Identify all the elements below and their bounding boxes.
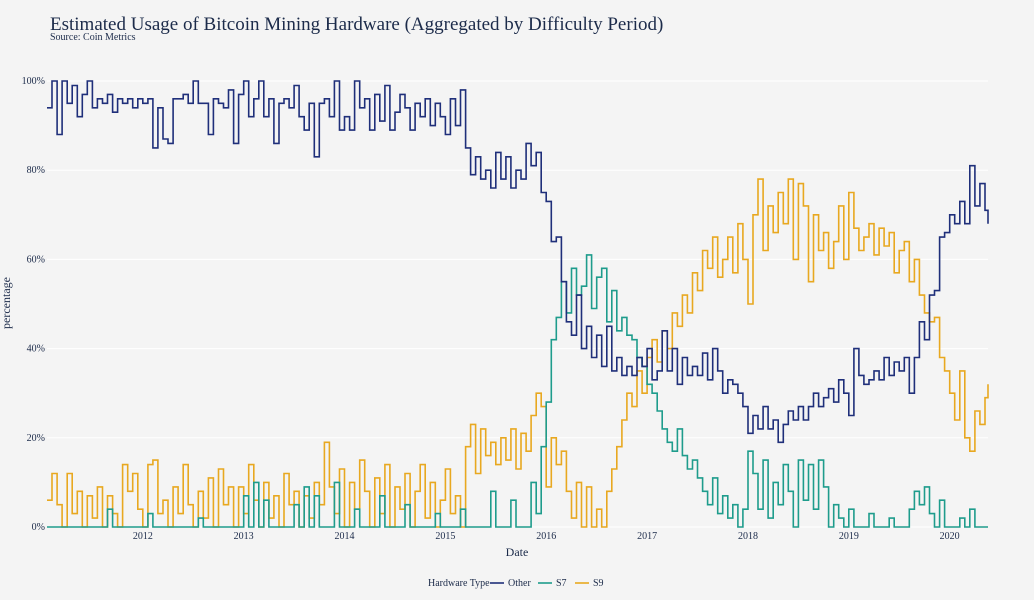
x-tick-label: 2020 (940, 531, 960, 542)
x-tick-label: 2018 (738, 531, 758, 542)
y-tick-label: 60% (27, 254, 45, 265)
x-tick-label: 2016 (536, 531, 556, 542)
series-line-s7 (47, 254, 988, 528)
x-axis-ticks: 2012 2013 2014 2015 2016 2017 2018 2019 2020 (133, 531, 960, 542)
x-tick-label: 2014 (335, 531, 355, 542)
x-axis-title: Date (506, 545, 529, 559)
chart-subtitle: Source: Coin Metrics (50, 32, 136, 43)
y-axis-ticks: 0% 20% 40% 60% 80% 100% (22, 76, 45, 533)
y-tick-label: 40% (27, 344, 45, 355)
y-tick-label: 100% (22, 76, 45, 87)
legend-label-other: Other (508, 578, 531, 589)
legend-label-s7: S7 (556, 578, 567, 589)
y-axis-title: percentage (0, 277, 13, 329)
plot-area (47, 80, 989, 528)
y-tick-label: 80% (27, 165, 45, 176)
legend: Hardware Type Other S7 S9 (428, 578, 604, 589)
series-line-other (47, 80, 989, 444)
x-tick-label: 2017 (637, 531, 657, 542)
x-tick-label: 2015 (435, 531, 455, 542)
series-line-s9 (47, 178, 989, 528)
legend-label-s9: S9 (593, 578, 604, 589)
x-tick-label: 2013 (234, 531, 254, 542)
y-tick-label: 20% (27, 433, 45, 444)
x-tick-label: 2012 (133, 531, 153, 542)
y-tick-label: 0% (32, 522, 45, 533)
chart-title: Estimated Usage of Bitcoin Mining Hardwa… (50, 14, 663, 35)
x-tick-label: 2019 (839, 531, 859, 542)
legend-title: Hardware Type (428, 578, 490, 589)
